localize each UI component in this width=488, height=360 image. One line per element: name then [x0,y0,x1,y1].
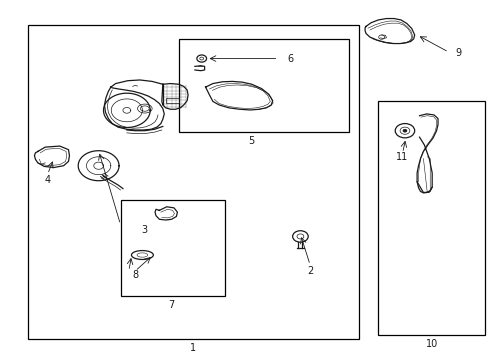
Text: 10: 10 [425,339,437,348]
Text: 9: 9 [454,48,461,58]
Circle shape [402,129,406,132]
Text: 3: 3 [142,225,147,235]
Text: 1: 1 [190,343,196,353]
Text: 11: 11 [396,152,408,162]
Text: 4: 4 [44,175,51,185]
Text: 2: 2 [306,266,313,276]
Text: 6: 6 [287,54,293,64]
Text: 8: 8 [132,270,138,280]
Text: 5: 5 [248,136,254,146]
Text: 7: 7 [168,300,174,310]
